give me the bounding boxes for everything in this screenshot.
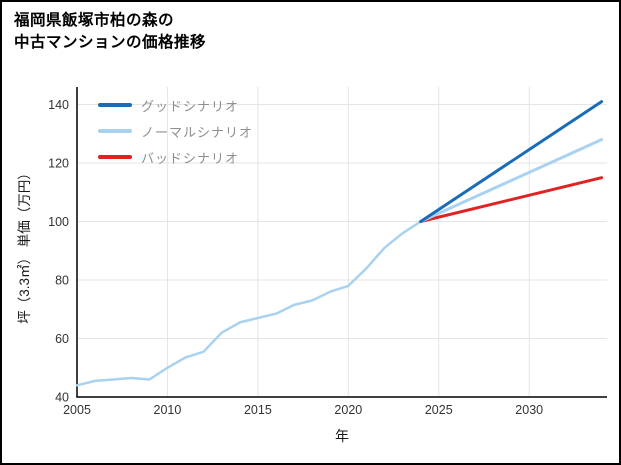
y-axis-label: 坪（3.3㎡） 単価（万円） <box>17 166 32 324</box>
normal-scenario-line-swatch <box>98 129 132 133</box>
x-tick-label: 2025 <box>425 403 453 417</box>
x-tick-label: 2030 <box>515 403 543 417</box>
x-tick-label: 2020 <box>334 403 362 417</box>
chart-legend: グッドシナリオ ノーマルシナリオ バッドシナリオ <box>98 92 253 170</box>
legend-label-good: グッドシナリオ <box>141 98 240 114</box>
x-tick-label: 2010 <box>154 403 182 417</box>
legend-label-bad: バッドシナリオ <box>141 150 240 166</box>
legend-item-good: グッドシナリオ <box>98 92 253 118</box>
legend-label-normal: ノーマルシナリオ <box>141 124 254 140</box>
chart-title-line1: 福岡県飯塚市柏の森の <box>14 12 175 29</box>
y-tick-label: 140 <box>48 98 69 112</box>
legend-item-bad: バッドシナリオ <box>98 144 253 170</box>
good-scenario-line-swatch <box>98 103 132 107</box>
x-axis-label: 年 <box>335 428 349 444</box>
x-tick-label: 2015 <box>244 403 272 417</box>
series-line-ノーマルシナリオ <box>419 138 604 223</box>
chart-title-line2: 中古マンションの価格推移 <box>14 34 207 52</box>
series-line-バッドシナリオ <box>419 176 604 223</box>
bad-scenario-line-swatch <box>98 155 132 159</box>
y-tick-label: 60 <box>55 332 69 346</box>
series-line-グッドシナリオ <box>419 100 604 223</box>
y-tick-label: 40 <box>55 391 69 405</box>
chart-title: 福岡県飯塚市柏の森の 中古マンションの価格推移 <box>14 10 206 55</box>
y-tick-label: 100 <box>48 215 69 229</box>
y-tick-label: 80 <box>55 274 69 288</box>
legend-item-normal: ノーマルシナリオ <box>98 118 253 144</box>
series-line-historical <box>75 220 422 387</box>
x-tick-label: 2005 <box>63 403 91 417</box>
y-tick-label: 120 <box>48 157 69 171</box>
